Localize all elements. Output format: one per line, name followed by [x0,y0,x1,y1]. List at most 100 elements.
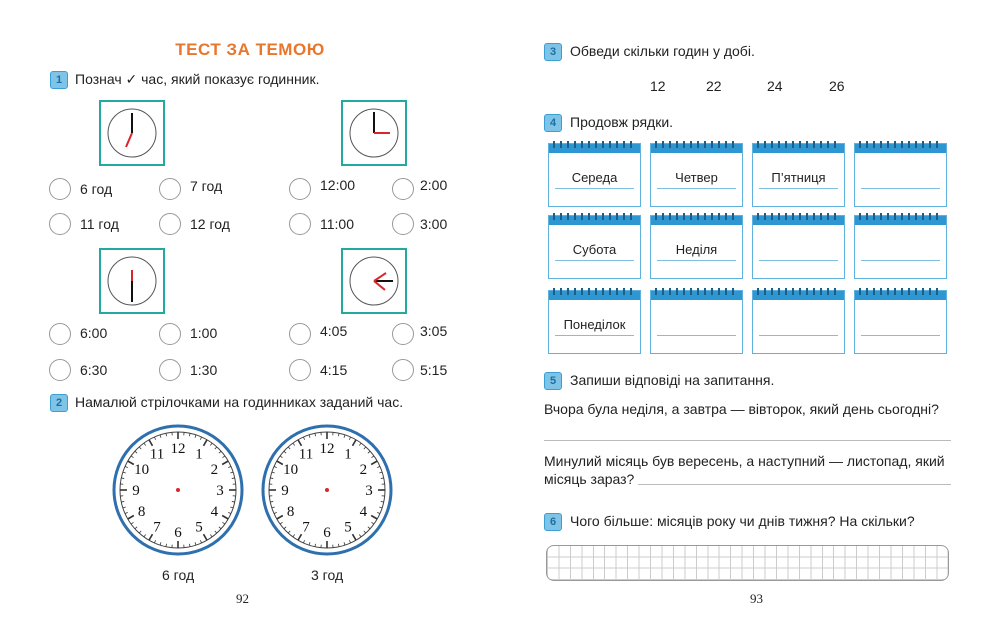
clock-face [349,108,399,158]
task-6-text: Чого більше: місяців року чи днів тижня?… [570,513,915,529]
clock-numeral: 6 [323,525,331,541]
option-circle[interactable] [159,359,181,381]
option-circle[interactable] [49,178,71,200]
option-circle[interactable] [159,213,181,235]
calendar-card: П’ятниця [752,141,845,207]
page-number-right: 93 [750,591,763,606]
option-label: 6:00 [80,325,108,341]
clock-numeral: 10 [283,462,298,478]
clock-label-left: 6 год [162,567,195,583]
option-circle[interactable] [289,359,311,381]
option-label: 11 год [80,216,119,232]
clock-numeral: 1 [344,447,352,463]
option-circle[interactable] [392,359,414,381]
option-circle[interactable] [289,323,311,345]
calendar-card: Субота [548,213,641,279]
hours-option[interactable]: 26 [829,78,845,94]
clock-face [349,256,399,306]
calendar-day: Понеділок [563,317,626,332]
task-1-badge: 1 [50,71,68,89]
clock-numeral: 12 [171,441,186,457]
calendar-card[interactable] [650,288,743,354]
question-2-line-2: місяць зараз? [544,471,635,487]
task-2-text: Намалюй стрілочками на годинниках задани… [75,394,404,410]
clock-numeral: 8 [138,504,146,520]
answer-line-2[interactable] [638,484,951,485]
task-4-text: Продовж рядки. [570,114,674,130]
option-label: 5:15 [420,362,448,378]
calendar-day: Субота [572,242,617,257]
hours-option[interactable]: 24 [767,78,783,94]
option-circle[interactable] [392,323,414,345]
option-circle[interactable] [289,213,311,235]
clock-face [107,108,157,158]
calendar-card[interactable] [752,213,845,279]
clock-numeral: 7 [302,519,310,535]
task-3-text: Обведи скільки годин у добі. [570,43,755,59]
option-label: 7 год [190,178,223,194]
hours-option[interactable]: 12 [650,78,666,94]
clock-numeral: 2 [211,462,219,478]
clock-numeral: 7 [153,519,161,535]
option-label: 1:30 [190,362,218,378]
clock-numeral: 4 [360,504,368,520]
answer-line-1[interactable] [544,440,951,441]
calendar-day: Четвер [675,170,718,185]
calendar-day: Середа [571,170,618,185]
clock-numeral: 4 [211,504,219,520]
option-label: 6 год [80,181,113,197]
calendar-day: П’ятниця [771,170,826,185]
clock-numeral: 3 [216,483,224,499]
clock-box-2 [341,100,407,166]
answer-grid[interactable] [546,545,949,581]
page-number-left: 92 [236,591,249,606]
calendar-card[interactable] [854,141,947,207]
option-label: 6:30 [80,362,108,378]
option-circle[interactable] [49,359,71,381]
option-label: 3:05 [420,323,448,339]
task-4-badge: 4 [544,114,562,132]
clock-numeral: 10 [134,462,149,478]
option-label: 4:15 [320,362,348,378]
task-5-text: Запиши відповіді на запитання. [570,372,775,388]
clock-numeral: 5 [195,519,203,535]
task-5-badge: 5 [544,372,562,390]
option-label: 4:05 [320,323,348,339]
calendar-card[interactable] [752,288,845,354]
calendar-card[interactable] [854,213,947,279]
clock-numeral: 3 [365,483,373,499]
clock-box-3 [99,248,165,314]
option-circle[interactable] [159,178,181,200]
calendar-card: Четвер [650,141,743,207]
calendar-card[interactable] [854,288,947,354]
calendar-card: Понеділок [548,288,641,354]
clock-numeral: 9 [281,483,289,499]
clock-box-4 [341,248,407,314]
question-2-line-1: Минулий місяць був вересень, а наступний… [544,453,945,469]
option-label: 12 год [190,216,230,232]
clock-numeral: 12 [320,441,335,457]
task-3-badge: 3 [544,43,562,61]
clock-numeral: 6 [174,525,182,541]
option-circle[interactable] [49,323,71,345]
calendar-day: Неділя [675,242,718,257]
task-6-badge: 6 [544,513,562,531]
option-circle[interactable] [49,213,71,235]
clock-numeral: 9 [132,483,140,499]
clock-numeral: 5 [344,519,352,535]
option-circle[interactable] [159,323,181,345]
option-circle[interactable] [392,213,414,235]
clock-numeral: 11 [150,447,164,463]
page-title: ТЕСТ ЗА ТЕМОЮ [175,40,325,59]
option-label: 2:00 [420,177,448,193]
option-circle[interactable] [392,178,414,200]
clock-numeral: 8 [287,504,295,520]
clock-numeral: 1 [195,447,203,463]
option-label: 12:00 [320,177,356,193]
option-circle[interactable] [289,178,311,200]
option-label: 11:00 [320,216,354,232]
option-label: 1:00 [190,325,218,341]
hours-option[interactable]: 22 [706,78,722,94]
